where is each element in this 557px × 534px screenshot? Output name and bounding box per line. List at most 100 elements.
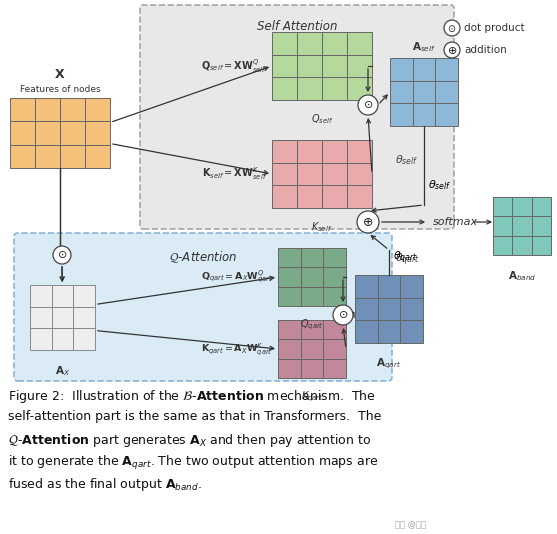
Circle shape (444, 20, 460, 36)
Text: $Q_{self}$: $Q_{self}$ (311, 112, 333, 126)
Text: $\oplus$: $\oplus$ (363, 216, 374, 229)
Text: $\mathbf{K}_{self} = \mathbf{X}\mathbf{W}^K_{self}$: $\mathbf{K}_{self} = \mathbf{X}\mathbf{W… (202, 166, 267, 183)
Bar (272, 54, 297, 77)
Bar (278, 287, 301, 306)
Bar (60, 98, 85, 121)
Circle shape (333, 305, 353, 325)
Text: Figure 2:  Illustration of the $\mathcal{B}$-$\bf{Attention}$ mechanism.  The: Figure 2: Illustration of the $\mathcal{… (8, 388, 376, 405)
Bar (301, 248, 323, 268)
Bar (347, 54, 372, 77)
Text: $\mathbf{A}_{self}$: $\mathbf{A}_{self}$ (412, 40, 436, 54)
Bar (413, 81, 436, 104)
Text: $\theta_{qart}$: $\theta_{qart}$ (395, 252, 420, 268)
Bar (322, 185, 347, 208)
Text: it to generate the $\mathbf{A}_{qart}$. The two output attention maps are: it to generate the $\mathbf{A}_{qart}$. … (8, 454, 378, 472)
Text: softmax: softmax (433, 217, 478, 227)
Bar (278, 248, 301, 268)
Bar (30, 307, 52, 328)
Bar (297, 77, 322, 100)
Text: dot product: dot product (464, 23, 525, 33)
Bar (413, 58, 436, 81)
Bar (85, 98, 110, 121)
Text: $\mathbf{A}_{qart}$: $\mathbf{A}_{qart}$ (377, 357, 402, 372)
Bar (74, 307, 95, 328)
Bar (52, 285, 74, 307)
Text: $\mathbf{Q}_{self} = \mathbf{X}\mathbf{W}^Q_{self}$: $\mathbf{Q}_{self} = \mathbf{X}\mathbf{W… (201, 58, 267, 75)
Bar (322, 163, 347, 185)
Bar (355, 275, 378, 297)
Bar (278, 268, 301, 287)
Text: $\odot$: $\odot$ (447, 22, 457, 34)
Bar (493, 197, 512, 216)
Bar (347, 32, 372, 54)
Bar (355, 297, 378, 320)
Bar (74, 328, 95, 350)
Text: $\mathbf{Q}_{qart} = \mathbf{A}_X\mathbf{W}^Q_{qart}$: $\mathbf{Q}_{qart} = \mathbf{A}_X\mathbf… (201, 269, 273, 285)
Bar (52, 307, 74, 328)
Bar (278, 339, 301, 359)
Text: addition: addition (464, 45, 507, 55)
Bar (74, 285, 95, 307)
Bar (60, 145, 85, 168)
Text: $\oplus$: $\oplus$ (447, 44, 457, 56)
Bar (297, 140, 322, 163)
Bar (378, 297, 400, 320)
Bar (85, 121, 110, 145)
Bar (347, 185, 372, 208)
Text: 知乎 @尚武: 知乎 @尚武 (395, 520, 426, 529)
Text: $\mathbf{X}$: $\mathbf{X}$ (54, 68, 66, 81)
Text: $\mathbf{A}_{band}$: $\mathbf{A}_{band}$ (508, 269, 536, 283)
Bar (35, 98, 60, 121)
Circle shape (444, 42, 460, 58)
Bar (323, 339, 346, 359)
Bar (272, 185, 297, 208)
Text: $Q_{qart}$: $Q_{qart}$ (300, 318, 324, 332)
Text: $\theta_{self}$: $\theta_{self}$ (428, 178, 452, 192)
Bar (378, 320, 400, 343)
Bar (323, 359, 346, 378)
Bar (301, 268, 323, 287)
Bar (297, 54, 322, 77)
Bar (436, 58, 458, 81)
Bar (323, 320, 346, 339)
Bar (322, 32, 347, 54)
Bar (297, 163, 322, 185)
Bar (493, 235, 512, 255)
Bar (355, 320, 378, 343)
Bar (323, 287, 346, 306)
Text: $\theta_{qart}$: $\theta_{qart}$ (393, 250, 418, 266)
Bar (512, 235, 532, 255)
Bar (10, 98, 35, 121)
Bar (378, 275, 400, 297)
Bar (532, 235, 551, 255)
Bar (390, 81, 413, 104)
Text: $\odot$: $\odot$ (57, 249, 67, 261)
Bar (347, 77, 372, 100)
Bar (278, 320, 301, 339)
Circle shape (357, 211, 379, 233)
Bar (323, 248, 346, 268)
Bar (436, 104, 458, 126)
Text: $K_{self}$: $K_{self}$ (311, 220, 333, 234)
Bar (400, 320, 423, 343)
Bar (322, 54, 347, 77)
Text: fused as the final output $\mathbf{A}_{band}$.: fused as the final output $\mathbf{A}_{b… (8, 476, 202, 493)
Text: $\mathbf{K}_{qart} = \mathbf{A}_X\mathbf{W}^K_{qart}$: $\mathbf{K}_{qart} = \mathbf{A}_X\mathbf… (202, 341, 273, 357)
Bar (272, 140, 297, 163)
FancyBboxPatch shape (14, 233, 392, 381)
Bar (297, 185, 322, 208)
Bar (532, 197, 551, 216)
Bar (512, 216, 532, 235)
Bar (400, 297, 423, 320)
Bar (30, 285, 52, 307)
Bar (322, 77, 347, 100)
Bar (532, 216, 551, 235)
Bar (512, 197, 532, 216)
Bar (10, 145, 35, 168)
Text: $K_{qart}$: $K_{qart}$ (301, 390, 323, 404)
FancyBboxPatch shape (140, 5, 454, 229)
Bar (278, 359, 301, 378)
Bar (413, 104, 436, 126)
Bar (322, 140, 347, 163)
Bar (35, 121, 60, 145)
